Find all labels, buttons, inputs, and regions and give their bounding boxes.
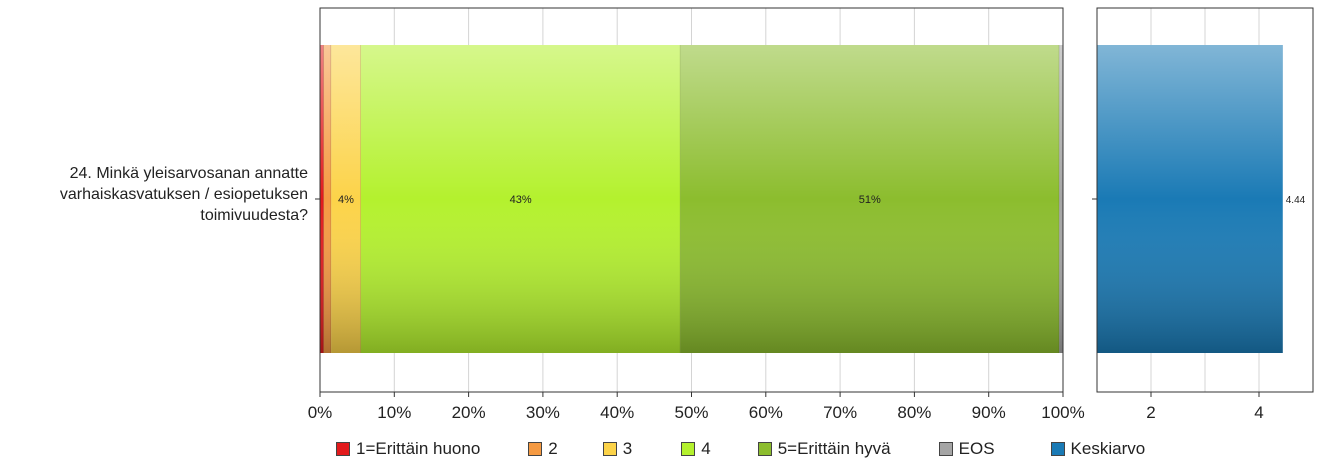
legend-swatch: [681, 442, 696, 456]
x-tick-label: 0%: [308, 403, 333, 422]
data-label: 51%: [859, 194, 881, 206]
bar-segment-shading: [360, 45, 681, 353]
data-label: 4%: [338, 194, 354, 206]
legend-swatch: [757, 442, 772, 456]
legend-item: 3: [602, 439, 633, 459]
x-tick-label: 20%: [452, 403, 486, 422]
x-tick-label: 40%: [600, 403, 634, 422]
legend-label: 3: [622, 439, 633, 458]
legend-label: EOS: [958, 439, 995, 458]
x-tick-label: 70%: [823, 403, 857, 422]
stacked-bar-panel: 0% 10% 20% 30% 40% 50% 60% 70% 80% 90% 100% 4% 43% 51…: [308, 7, 1085, 422]
legend-swatch: [602, 442, 617, 456]
bar-segment-shading: [320, 45, 324, 353]
plot-frame: [1096, 7, 1314, 393]
legend-item: EOS: [938, 439, 995, 459]
bar-segment-shading: [331, 45, 361, 353]
mean-bar-shading: [1097, 45, 1283, 353]
x-tick-label: 2: [1146, 403, 1155, 422]
mean-value-label: 4.44: [1286, 195, 1306, 206]
legend-label: 2: [548, 439, 558, 458]
legend-swatch: [938, 442, 953, 456]
question-label: 24. Minkä yleisarvosanan annatte varhais…: [0, 163, 308, 226]
legend-swatch: [528, 442, 543, 456]
legend-item: 2: [528, 439, 558, 459]
bar-segment-shading: [323, 45, 332, 353]
legend-label: 4: [701, 439, 711, 458]
x-tick-label: 30%: [526, 403, 560, 422]
x-tick-label: 80%: [897, 403, 931, 422]
x-tick-label: 60%: [749, 403, 783, 422]
legend-label: 1=Erittäin huono: [356, 439, 481, 458]
legend-item: Keskiarvo: [1050, 439, 1146, 459]
x-tick-label: 100%: [1041, 403, 1084, 422]
bar-segment-shading: [680, 45, 1060, 353]
legend-swatch: [1050, 442, 1065, 456]
legend-item: 5=Erittäin hyvä: [757, 439, 891, 459]
x-tick-label: 50%: [674, 403, 708, 422]
bar-segment-shading: [1059, 45, 1063, 353]
x-tick-label: 90%: [972, 403, 1006, 422]
x-tick-label: 4: [1254, 403, 1263, 422]
legend-swatch: [336, 442, 350, 456]
legend-label: Keskiarvo: [1070, 439, 1146, 458]
x-tick-label: 10%: [377, 403, 411, 422]
legend-item: 4: [681, 439, 711, 459]
plot-frame: [319, 7, 1064, 393]
question-line-1: 24. Minkä yleisarvosanan annatte: [69, 165, 308, 182]
mean-bar-panel: 2 44.44: [1092, 7, 1314, 422]
legend-item: 1=Erittäin huono: [336, 439, 480, 459]
legend: 1=Erittäin huono 2 3 4 5=Erittäin hyvä EOS Kes…: [336, 438, 1145, 460]
legend-label: 5=Erittäin hyvä: [777, 439, 891, 458]
data-label: 43%: [510, 194, 532, 206]
question-line-3: toimivuudesta?: [200, 207, 308, 224]
question-line-2: varhaiskasvatuksen / esiopetuksen: [59, 186, 308, 203]
